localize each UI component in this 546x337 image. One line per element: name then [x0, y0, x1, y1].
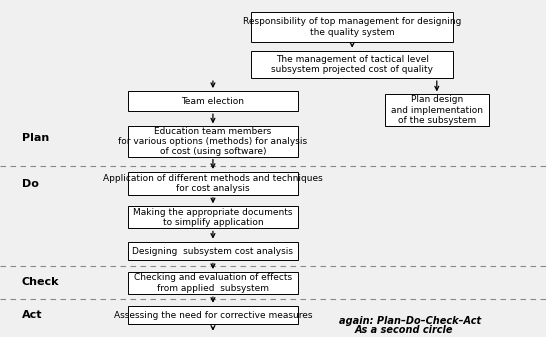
FancyBboxPatch shape — [128, 172, 298, 195]
FancyBboxPatch shape — [128, 126, 298, 157]
Text: Plan: Plan — [22, 133, 49, 143]
Text: The management of tactical level
subsystem projected cost of quality: The management of tactical level subsyst… — [271, 55, 433, 74]
Text: Assessing the need for corrective measures: Assessing the need for corrective measur… — [114, 311, 312, 319]
Text: Making the appropriate documents
to simplify application: Making the appropriate documents to simp… — [133, 208, 293, 227]
FancyBboxPatch shape — [128, 242, 298, 260]
Text: Act: Act — [22, 310, 43, 320]
FancyBboxPatch shape — [251, 12, 453, 42]
Text: Responsibility of top management for designing
the quality system: Responsibility of top management for des… — [243, 17, 461, 37]
Text: Education team members
for various options (methods) for analysis
of cost (using: Education team members for various optio… — [118, 127, 307, 156]
Text: Checking and evaluation of effects
from applied  subsystem: Checking and evaluation of effects from … — [134, 273, 292, 293]
Text: again: Plan–Do–Check–Act: again: Plan–Do–Check–Act — [339, 316, 480, 326]
Text: As a second circle: As a second circle — [355, 325, 453, 335]
Text: Team election: Team election — [181, 97, 245, 105]
Text: Application of different methods and techniques
for cost analysis: Application of different methods and tec… — [103, 174, 323, 193]
FancyBboxPatch shape — [128, 91, 298, 111]
Text: Check: Check — [22, 277, 60, 287]
FancyBboxPatch shape — [128, 306, 298, 324]
FancyBboxPatch shape — [385, 94, 489, 126]
FancyBboxPatch shape — [128, 206, 298, 228]
Text: Designing  subsystem cost analysis: Designing subsystem cost analysis — [133, 247, 293, 255]
FancyBboxPatch shape — [251, 51, 453, 78]
Text: Plan design
and implementation
of the subsystem: Plan design and implementation of the su… — [391, 95, 483, 125]
FancyBboxPatch shape — [128, 272, 298, 294]
Text: Do: Do — [22, 179, 39, 189]
